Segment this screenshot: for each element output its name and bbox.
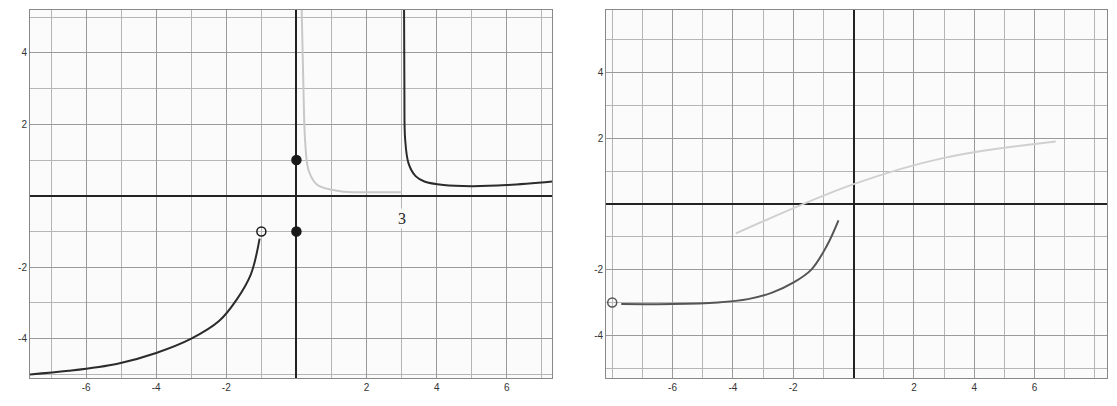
svg-text:2: 2 bbox=[911, 382, 917, 393]
svg-text:2: 2 bbox=[364, 382, 370, 393]
svg-text:-2: -2 bbox=[594, 264, 603, 275]
svg-text:-4: -4 bbox=[728, 382, 737, 393]
svg-text:-4: -4 bbox=[594, 330, 603, 341]
svg-text:6: 6 bbox=[1032, 382, 1038, 393]
svg-text:-2: -2 bbox=[18, 262, 27, 273]
svg-text:4: 4 bbox=[598, 67, 604, 78]
svg-text:-4: -4 bbox=[18, 333, 27, 344]
svg-text:4: 4 bbox=[971, 382, 977, 393]
svg-text:4: 4 bbox=[434, 382, 440, 393]
svg-text:4: 4 bbox=[21, 47, 27, 58]
svg-text:2: 2 bbox=[598, 133, 604, 144]
svg-text:-2: -2 bbox=[789, 382, 798, 393]
svg-text:2: 2 bbox=[21, 119, 27, 130]
svg-text:-6: -6 bbox=[668, 382, 677, 393]
svg-text:-2: -2 bbox=[222, 382, 231, 393]
svg-text:-6: -6 bbox=[82, 382, 91, 393]
svg-text:-4: -4 bbox=[152, 382, 161, 393]
svg-text:3: 3 bbox=[398, 210, 406, 227]
svg-text:6: 6 bbox=[504, 382, 510, 393]
